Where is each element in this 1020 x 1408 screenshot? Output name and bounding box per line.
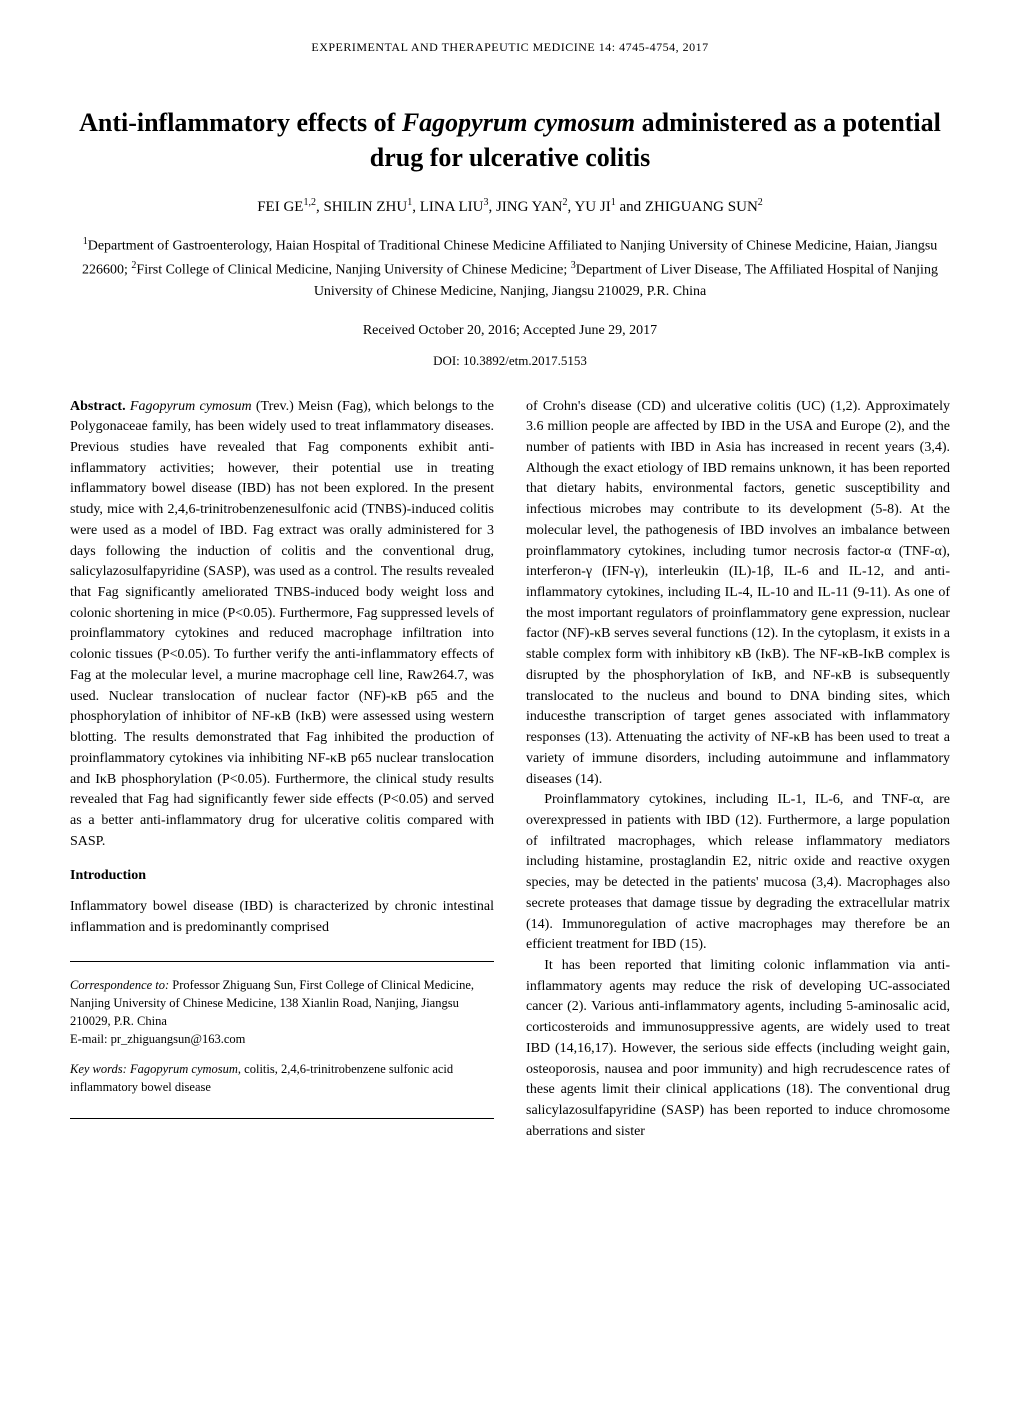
correspondence-email: E-mail: pr_zhiguangsun@163.com bbox=[70, 1032, 245, 1046]
keywords-species-italic: Fagopyrum cymosum bbox=[127, 1062, 238, 1076]
left-column: Abstract. Fagopyrum cymosum (Trev.) Meis… bbox=[70, 397, 494, 1143]
abstract-species-italic: Fagopyrum cymosum bbox=[130, 399, 252, 414]
article-title: Anti-inflammatory effects of Fagopyrum c… bbox=[70, 105, 950, 175]
abstract-paragraph: Abstract. Fagopyrum cymosum (Trev.) Meis… bbox=[70, 397, 494, 853]
authors-line: FEI GE1,2, SHILIN ZHU1, LINA LIU3, JING … bbox=[70, 197, 950, 216]
author-5: , YU JI bbox=[568, 199, 611, 215]
two-column-body: Abstract. Fagopyrum cymosum (Trev.) Meis… bbox=[70, 397, 950, 1143]
col2-para-1: of Crohn's disease (CD) and ulcerative c… bbox=[526, 397, 950, 791]
right-column: of Crohn's disease (CD) and ulcerative c… bbox=[526, 397, 950, 1143]
affiliations-block: 1Department of Gastroenterology, Haian H… bbox=[80, 234, 940, 302]
author-2: , SHILIN ZHU bbox=[316, 199, 407, 215]
affil-2-text: First College of Clinical Medicine, Nanj… bbox=[136, 262, 570, 277]
doi-line: DOI: 10.3892/etm.2017.5153 bbox=[70, 353, 950, 369]
intro-para-1: Inflammatory bowel disease (IBD) is char… bbox=[70, 897, 494, 938]
author-1-affil-sup: 1,2 bbox=[303, 197, 316, 208]
correspondence-label: Correspondence to: bbox=[70, 978, 169, 992]
author-6-affil-sup: 2 bbox=[758, 197, 763, 208]
introduction-heading: Introduction bbox=[70, 866, 494, 887]
author-4: , JING YAN bbox=[488, 199, 562, 215]
abstract-body-text: (Trev.) Meisn (Fag), which belongs to th… bbox=[70, 399, 494, 849]
abstract-label: Abstract. bbox=[70, 399, 126, 414]
correspondence-separator bbox=[70, 961, 494, 962]
received-accepted-dates: Received October 20, 2016; Accepted June… bbox=[70, 323, 950, 339]
col2-para-2: Proinflammatory cytokines, including IL-… bbox=[526, 790, 950, 956]
title-italic-species: Fagopyrum cymosum bbox=[402, 108, 635, 137]
correspondence-block: Correspondence to: Professor Zhiguang Su… bbox=[70, 976, 494, 1049]
author-3: , LINA LIU bbox=[412, 199, 483, 215]
author-1: FEI GE bbox=[257, 199, 303, 215]
title-part1: Anti-inflammatory effects of bbox=[79, 108, 402, 137]
page-container: EXPERIMENTAL AND THERAPEUTIC MEDICINE 14… bbox=[0, 0, 1020, 1192]
keywords-label: Key words: bbox=[70, 1062, 127, 1076]
author-6: and ZHIGUANG SUN bbox=[616, 199, 758, 215]
keywords-block: Key words: Fagopyrum cymosum, colitis, 2… bbox=[70, 1060, 494, 1096]
col2-para-3: It has been reported that limiting colon… bbox=[526, 956, 950, 1142]
running-head: EXPERIMENTAL AND THERAPEUTIC MEDICINE 14… bbox=[70, 40, 950, 55]
keywords-bottom-separator bbox=[70, 1118, 494, 1119]
